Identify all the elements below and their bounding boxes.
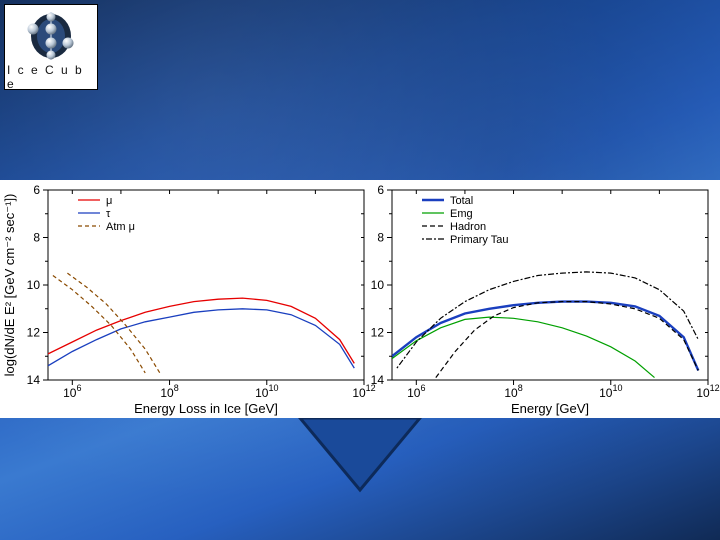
charts-panel: 1061081010101268101214Energy Loss in Ice… (0, 180, 720, 418)
legend-τ: τ (106, 208, 111, 220)
svg-text:8: 8 (377, 231, 384, 245)
series-tau (48, 309, 354, 368)
svg-text:1012: 1012 (696, 383, 719, 400)
charts-svg: 1061081010101268101214Energy Loss in Ice… (0, 180, 720, 418)
svg-text:log(dN/dE E² [GeV cm⁻² sec⁻¹]): log(dN/dE E² [GeV cm⁻² sec⁻¹]) (2, 194, 17, 377)
legend-emg: Emg (450, 208, 473, 220)
series-total (392, 302, 698, 371)
legend-total: Total (450, 195, 473, 207)
legend-hadron: Hadron (450, 221, 486, 233)
svg-text:Energy [GeV]: Energy [GeV] (511, 401, 589, 416)
svg-text:1010: 1010 (599, 383, 622, 400)
icecube-logo-art (10, 9, 92, 63)
series-primarytau (397, 272, 698, 368)
svg-text:12: 12 (27, 326, 41, 340)
legend-primary-tau: Primary Tau (450, 234, 508, 246)
svg-text:106: 106 (63, 383, 81, 400)
svg-text:10: 10 (27, 278, 41, 292)
svg-text:106: 106 (407, 383, 425, 400)
series-atm1 (53, 276, 145, 373)
icecube-logo: I c e C u b e (4, 4, 98, 90)
legend-atm-μ: Atm μ (106, 221, 135, 233)
svg-text:8: 8 (33, 231, 40, 245)
svg-text:Energy Loss in Ice [GeV]: Energy Loss in Ice [GeV] (134, 401, 278, 416)
svg-text:10: 10 (371, 278, 385, 292)
icecube-logo-text: I c e C u b e (7, 63, 95, 91)
svg-text:108: 108 (160, 383, 178, 400)
svg-text:14: 14 (27, 373, 41, 387)
series-hadron (436, 302, 699, 378)
legend-μ: μ (106, 195, 112, 207)
series-emg (392, 317, 655, 378)
svg-text:14: 14 (371, 373, 385, 387)
svg-text:108: 108 (504, 383, 522, 400)
slide-background: I c e C u b e 1061081010101268101214Ener… (0, 0, 720, 540)
svg-text:1010: 1010 (255, 383, 278, 400)
svg-text:12: 12 (371, 326, 385, 340)
svg-text:6: 6 (377, 183, 384, 197)
svg-text:6: 6 (33, 183, 40, 197)
bottom-v-shape (0, 418, 720, 498)
